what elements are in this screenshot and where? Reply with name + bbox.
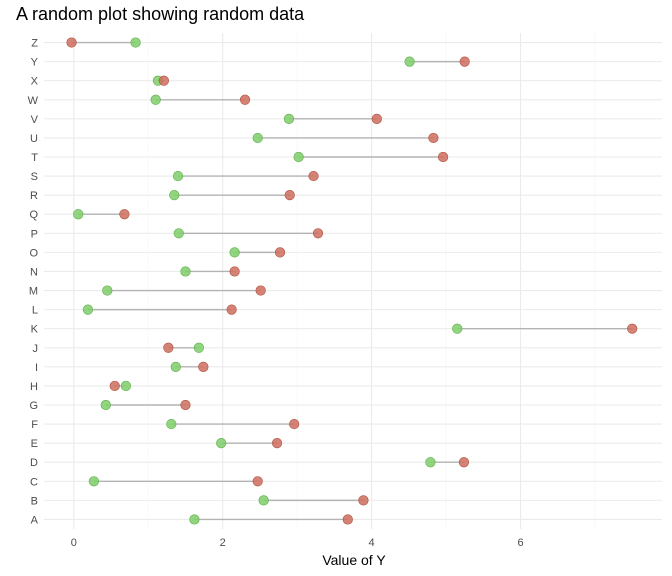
point-value1-z [130, 37, 141, 48]
y-tick-label: S [31, 171, 38, 183]
point-value1-e [216, 438, 227, 449]
point-value2-h [109, 380, 120, 392]
point-value2-w [239, 94, 251, 105]
point-value1-n [180, 266, 191, 277]
grid-lines [44, 33, 662, 529]
points [66, 37, 638, 525]
chart-title: A random plot showing random data [16, 4, 305, 24]
point-value2-i [198, 361, 209, 372]
y-tick-label: B [31, 495, 38, 507]
point-value2-y [459, 56, 470, 67]
point-value1-t [293, 151, 304, 163]
point-value2-c [252, 476, 263, 487]
point-value2-l [226, 304, 237, 315]
point-value2-b [358, 495, 369, 506]
y-tick-label: A [31, 514, 39, 526]
point-value1-a [189, 514, 200, 525]
point-value2-o [274, 247, 286, 258]
y-tick-label: I [35, 362, 38, 374]
x-tick-labels: 0 2 4 6 [71, 537, 524, 549]
point-value1-u [252, 132, 263, 144]
point-value1-f [166, 418, 177, 430]
y-tick-label: F [31, 419, 38, 431]
x-tick-label: 2 [220, 537, 226, 549]
y-tick-label: L [32, 305, 38, 317]
point-value1-y [404, 56, 415, 67]
y-tick-label: R [30, 190, 38, 202]
point-value1-s [172, 170, 184, 182]
y-tick-label: K [31, 324, 39, 336]
y-tick-label: H [30, 381, 38, 393]
point-value2-t [437, 151, 449, 163]
point-value2-e [271, 438, 283, 449]
point-value1-w [150, 94, 161, 105]
point-value2-k [627, 323, 638, 334]
point-value2-u [428, 132, 439, 144]
x-axis-label: Value of Y [322, 552, 386, 568]
point-value1-k [452, 323, 463, 334]
x-tick-label: 6 [517, 537, 523, 549]
y-tick-label: D [30, 457, 38, 469]
y-tick-label: M [29, 286, 38, 298]
point-value2-z [66, 37, 77, 48]
y-tick-label: P [31, 228, 38, 240]
point-value2-x [158, 75, 169, 86]
y-tick-label: Z [31, 38, 38, 50]
point-value2-d [458, 457, 470, 468]
point-value1-i [170, 361, 181, 372]
point-value2-v [371, 113, 382, 124]
x-tick-label: 0 [71, 537, 77, 549]
y-tick-label: N [30, 266, 38, 278]
y-tick-label: X [31, 76, 39, 88]
point-value1-l [82, 304, 94, 315]
point-value1-d [425, 457, 436, 468]
point-value2-p [312, 228, 324, 239]
point-value1-v [283, 113, 295, 124]
point-value1-q [73, 209, 84, 220]
point-value1-g [100, 399, 111, 411]
y-tick-label: C [30, 476, 38, 488]
point-value1-r [169, 190, 180, 201]
y-tick-label: G [29, 400, 38, 412]
point-value1-h [120, 380, 132, 392]
point-value2-f [289, 418, 300, 430]
point-value2-r [284, 190, 295, 201]
point-value1-j [193, 342, 204, 353]
y-tick-label: W [28, 95, 39, 107]
point-value1-m [102, 285, 113, 296]
point-value2-g [180, 399, 191, 411]
y-tick-label: Q [29, 209, 38, 221]
point-value2-q [119, 209, 130, 220]
point-value1-c [88, 476, 99, 487]
point-value2-s [308, 170, 319, 182]
y-tick-label: T [31, 152, 38, 164]
y-tick-label: U [30, 133, 38, 145]
point-value2-j [163, 342, 174, 353]
point-value2-a [342, 514, 353, 525]
y-tick-label: E [31, 438, 38, 450]
point-value1-b [258, 495, 269, 506]
point-value2-m [255, 285, 266, 296]
y-tick-label: Y [31, 57, 39, 69]
x-tick-label: 4 [369, 537, 375, 549]
point-value1-o [229, 247, 240, 258]
y-tick-label: O [29, 247, 38, 259]
y-tick-label: J [33, 343, 39, 355]
point-value2-n [229, 266, 240, 277]
point-value1-p [173, 228, 184, 239]
segments [71, 41, 633, 521]
y-tick-label: V [31, 114, 39, 126]
